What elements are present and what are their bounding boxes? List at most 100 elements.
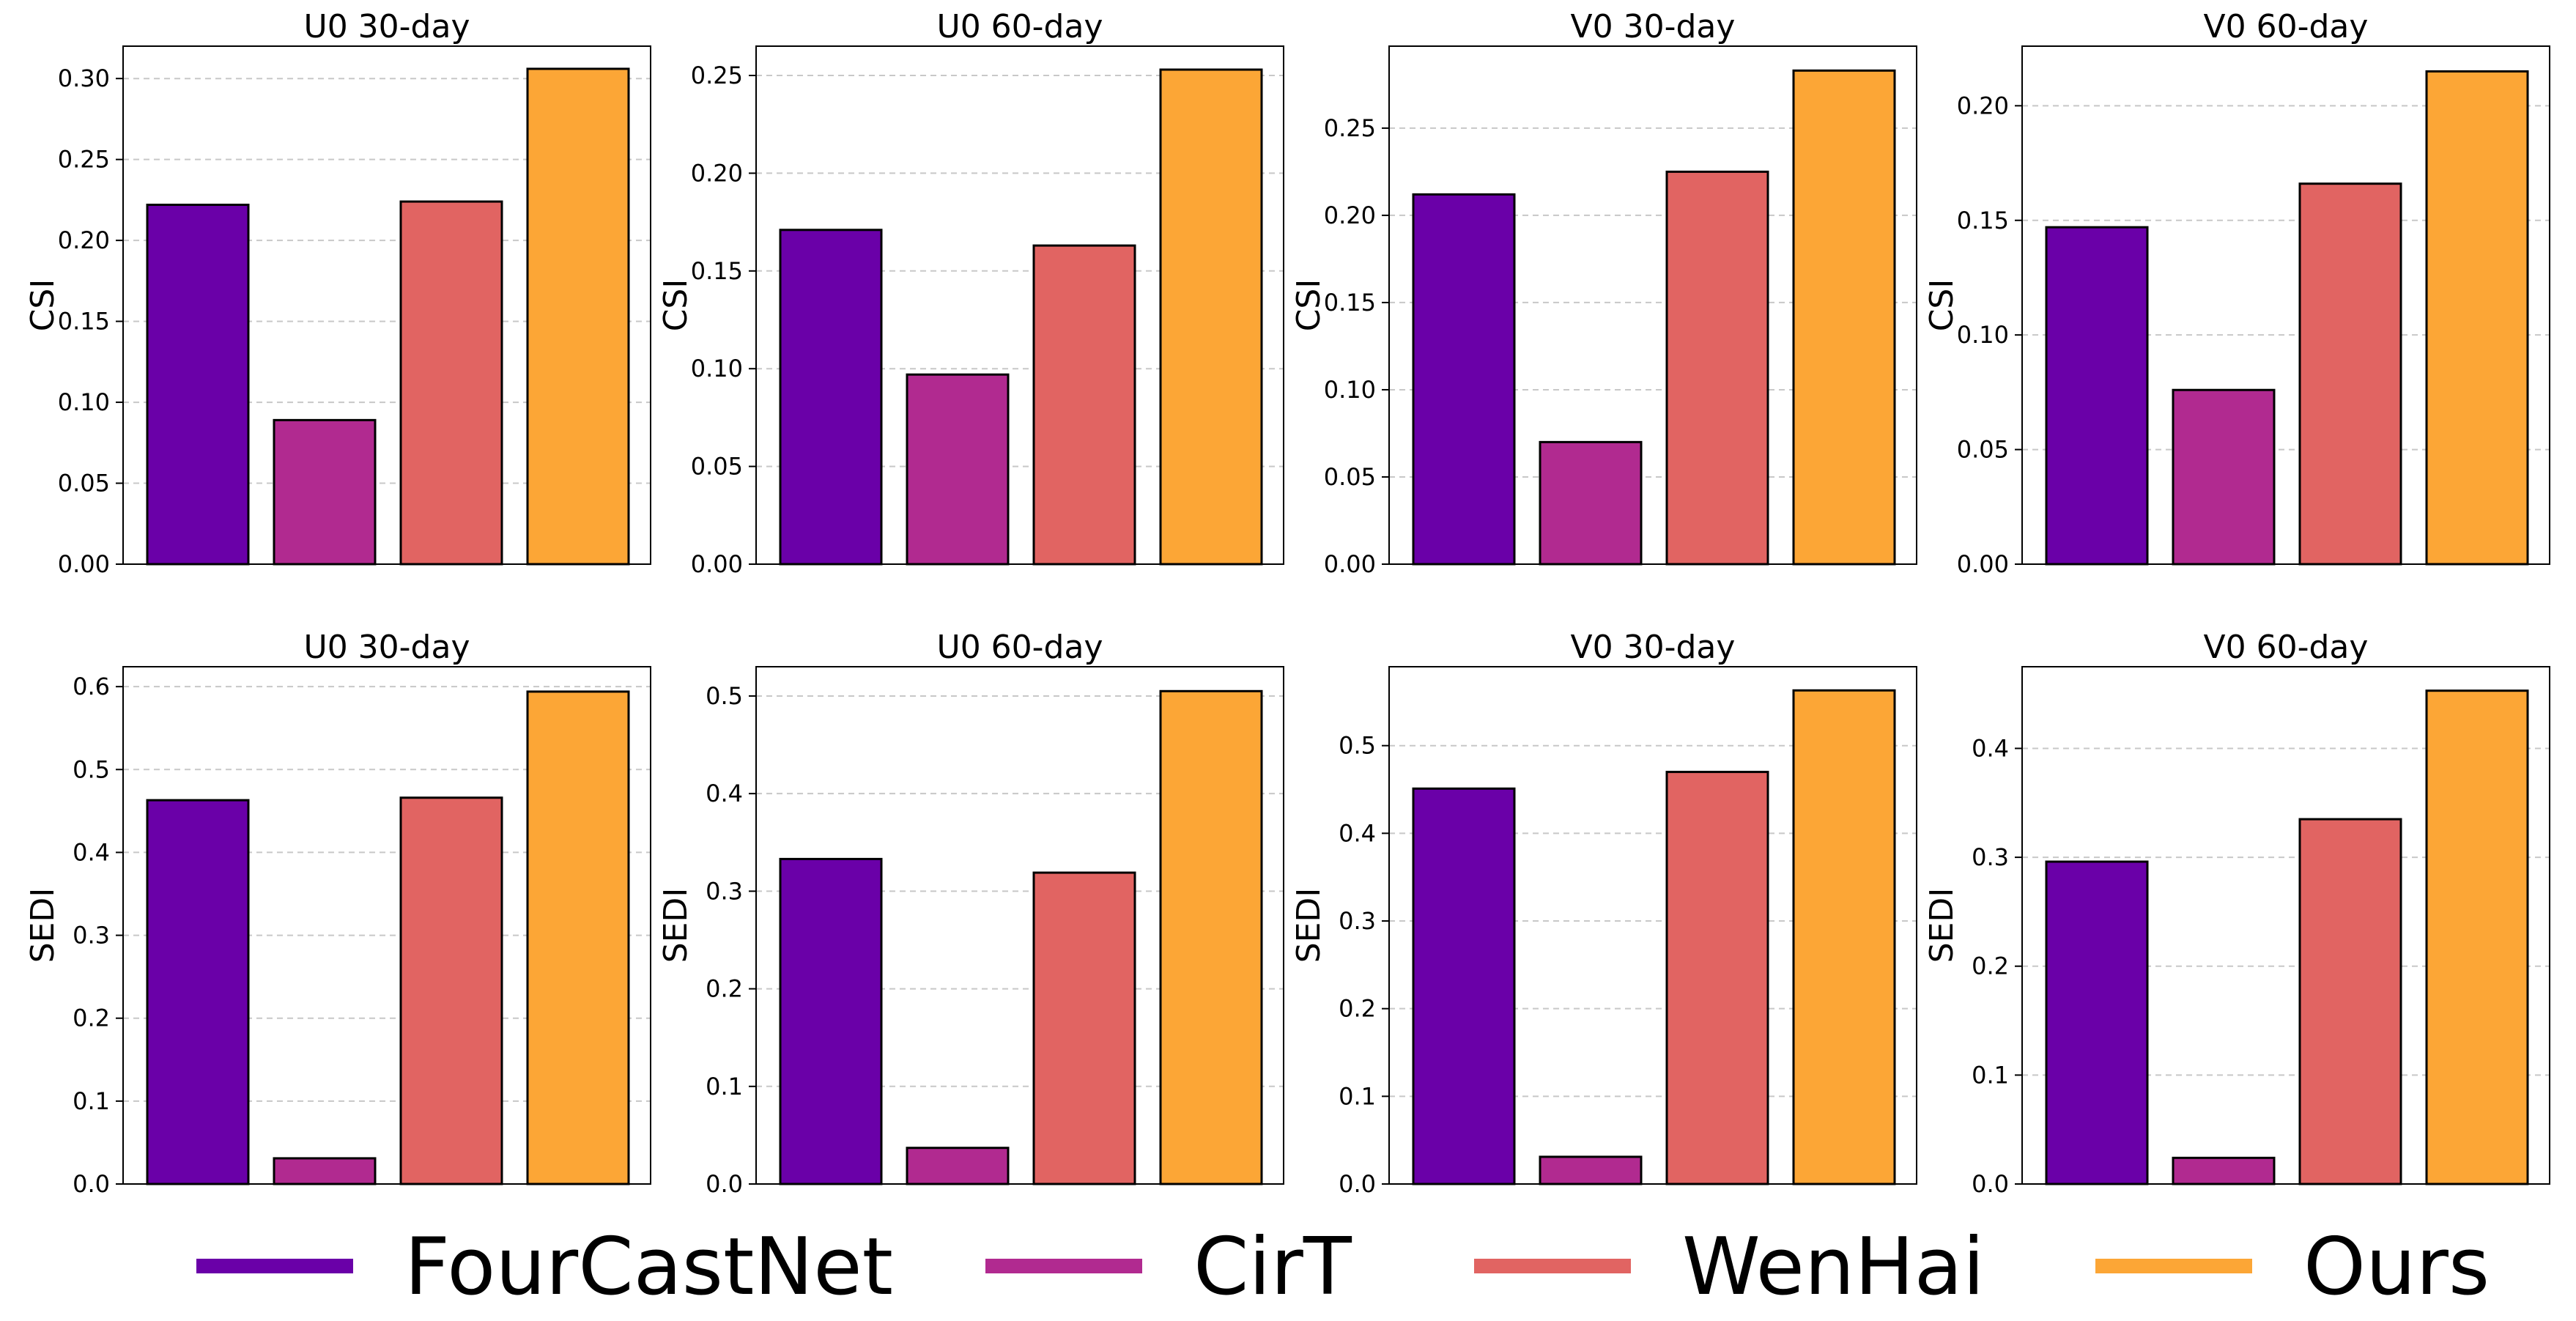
bar-wenhai (399, 796, 503, 1185)
legend: FourCastNet CirT WenHai Ours (196, 1221, 2490, 1313)
y-tick-label: 0.05 (1957, 436, 2009, 464)
y-axis-label: SEDI (1290, 888, 1328, 963)
bar-cirt (273, 1157, 377, 1185)
y-axis-label: CSI (24, 279, 62, 332)
y-tick-label: 0.10 (58, 388, 110, 416)
y-tick-label: 0.15 (1957, 207, 2009, 234)
y-tick-label: 0.3 (1972, 843, 2009, 871)
bar-fourcastnet (146, 799, 250, 1185)
bar-cirt (1539, 440, 1643, 566)
y-tick-label: 0.20 (1324, 201, 1376, 229)
panel-2-u0-60-day-csi: 0.00 0.05 0.10 0.15 0.20 0.25 U0 60-day CSI (657, 8, 1284, 578)
y-tick-label: 0.5 (706, 682, 743, 710)
bar-cirt (906, 373, 1010, 566)
y-tick-label: 0.05 (58, 470, 110, 497)
y-tick-label: 0.00 (58, 550, 110, 578)
y-tick-label: 0.25 (691, 62, 743, 89)
y-axis-label: SEDI (1923, 888, 1961, 963)
y-tick-label: 0.4 (73, 838, 110, 866)
y-tick-label: 0.1 (1339, 1082, 1376, 1110)
panel-4-v0-60-day-csi: 0.00 0.05 0.10 0.15 0.20 V0 60-day CSI (1923, 8, 2550, 578)
bar-wenhai (2298, 818, 2402, 1185)
y-tick-label: 0.3 (1339, 907, 1376, 935)
bar-fourcastnet (2045, 226, 2149, 566)
bar-wenhai (1032, 871, 1136, 1185)
panel-title: U0 30-day (304, 8, 470, 45)
y-axis-label: SEDI (24, 888, 62, 963)
axes-frame (1388, 666, 1917, 1185)
y-tick-label: 0.6 (73, 673, 110, 700)
y-tick-label: 0.3 (706, 877, 743, 905)
y-tick-label: 0.1 (706, 1073, 743, 1100)
bar-cirt (2172, 1156, 2276, 1185)
y-tick-label: 0.0 (706, 1170, 743, 1198)
y-tick-label: 0.10 (1324, 376, 1376, 404)
bar-ours (526, 67, 630, 566)
y-tick-label: 0.00 (691, 550, 743, 578)
legend-label-wenhai: WenHai (1682, 1221, 1985, 1313)
bar-wenhai (2298, 182, 2402, 566)
panel-title: V0 60-day (2204, 8, 2369, 45)
y-tick-label: 0.4 (706, 780, 743, 807)
y-tick-label: 0.00 (1324, 550, 1376, 578)
bar-ours (1159, 689, 1263, 1185)
bar-cirt (273, 418, 377, 566)
legend-label-ours: Ours (2303, 1221, 2490, 1313)
panel-6-u0-60-day-sedi: 0.0 0.1 0.2 0.3 0.4 0.5 U0 60-day SEDI (657, 629, 1284, 1198)
y-tick-label: 0.20 (1957, 92, 2009, 119)
bar-ours (2425, 689, 2529, 1185)
y-axis-label: CSI (657, 279, 695, 332)
y-tick-label: 0.25 (58, 146, 110, 174)
y-tick-label: 0.2 (706, 975, 743, 1003)
axes-frame (122, 666, 651, 1185)
y-tick-label: 0.2 (73, 1004, 110, 1032)
y-axis-label: SEDI (657, 888, 695, 963)
panel-5-u0-30-day-sedi: 0.0 0.1 0.2 0.3 0.4 0.5 0.6 U0 30-day SEDI (24, 629, 651, 1198)
y-tick-label: 0.15 (691, 257, 743, 285)
bar-fourcastnet (1412, 787, 1516, 1185)
y-tick-label: 0.00 (1957, 550, 2009, 578)
y-tick-label: 0.4 (1972, 734, 2009, 762)
bar-wenhai (1032, 244, 1136, 566)
panel-3-v0-30-day-csi: 0.00 0.05 0.10 0.15 0.20 0.25 V0 30-day CSI (1290, 8, 1917, 578)
axes-frame (1388, 45, 1917, 565)
y-tick-label: 0.25 (1324, 114, 1376, 142)
panel-title: V0 30-day (1571, 629, 1736, 666)
bar-fourcastnet (779, 857, 883, 1185)
y-tick-label: 0.3 (73, 922, 110, 950)
bar-fourcastnet (1412, 193, 1516, 566)
y-tick-label: 0.05 (691, 453, 743, 481)
y-tick-label: 0.15 (1324, 289, 1376, 317)
bar-ours (1792, 689, 1896, 1185)
y-tick-label: 0.5 (1339, 732, 1376, 760)
bar-ours (1159, 68, 1263, 566)
y-tick-label: 0.20 (691, 159, 743, 187)
panel-title: U0 30-day (304, 629, 470, 666)
bar-cirt (906, 1147, 1010, 1185)
legend-label-cirt: CirT (1193, 1221, 1352, 1313)
axes-frame (755, 666, 1284, 1185)
panel-title: V0 30-day (1571, 8, 1736, 45)
bar-fourcastnet (146, 204, 250, 566)
panel-7-v0-30-day-sedi: 0.0 0.1 0.2 0.3 0.4 0.5 V0 30-day SEDI (1290, 629, 1917, 1198)
panel-title: U0 60-day (937, 8, 1103, 45)
panel-title: U0 60-day (937, 629, 1103, 666)
bar-wenhai (1665, 170, 1769, 566)
panel-8-v0-60-day-sedi: 0.0 0.1 0.2 0.3 0.4 V0 60-day SEDI (1923, 629, 2550, 1198)
bar-fourcastnet (779, 229, 883, 566)
axes-frame (122, 45, 651, 565)
y-tick-label: 0.10 (1957, 321, 2009, 349)
bar-cirt (2172, 388, 2276, 566)
y-tick-label: 0.20 (58, 226, 110, 254)
y-tick-label: 0.15 (58, 308, 110, 336)
panel-1-u0-30-day-csi: 0.00 0.05 0.10 0.15 0.20 0.25 0.30 U0 30-day CSI (24, 8, 651, 578)
axes-frame (755, 45, 1284, 565)
y-tick-label: 0.4 (1339, 819, 1376, 847)
y-axis-label: CSI (1923, 279, 1961, 332)
bar-ours (526, 690, 630, 1185)
y-tick-label: 0.2 (1972, 952, 2009, 980)
y-axis-label: CSI (1290, 279, 1328, 332)
y-tick-label: 0.1 (1972, 1061, 2009, 1089)
bar-cirt (1539, 1155, 1643, 1185)
y-tick-label: 0.5 (73, 755, 110, 783)
